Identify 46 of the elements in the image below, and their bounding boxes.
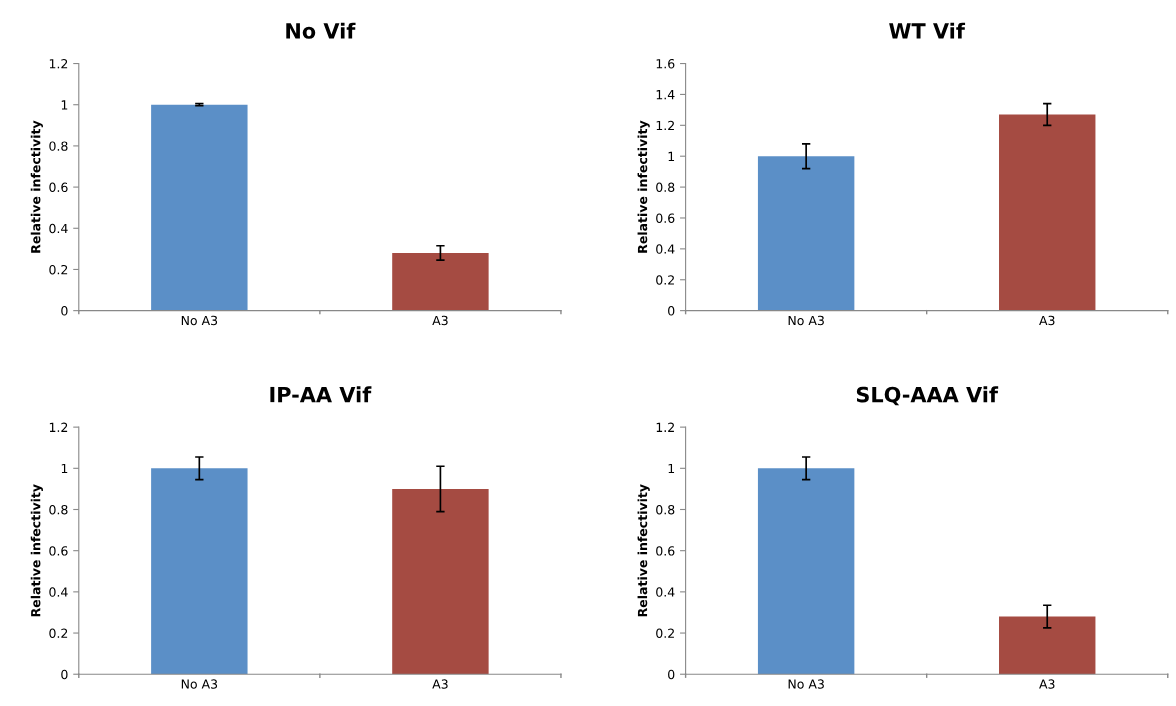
y-tick-label: 0.8	[656, 504, 675, 515]
y-tick-label: 1.2	[49, 422, 68, 432]
chart-title: WT Vif	[889, 22, 966, 39]
y-tick-label: 1.2	[656, 422, 674, 432]
chart-title: SLQ-AAA Vif	[856, 386, 999, 406]
y-tick-label: 0.6	[49, 546, 68, 556]
y-tick-label: 1	[668, 151, 675, 161]
y-tick-label: 0.6	[656, 213, 675, 223]
y-tick-label: 0	[668, 306, 675, 316]
y-tick-label: 0.6	[656, 546, 675, 556]
x-tick-label: A3	[1039, 679, 1055, 689]
x-tick-label: A3	[432, 315, 448, 326]
x-tick-label: A3	[432, 679, 448, 689]
chart-title: No Vif	[286, 22, 356, 39]
y-axis-title: Relative infectivity	[637, 484, 650, 617]
y-tick-label: 1	[668, 463, 675, 474]
x-tick-label: No A3	[788, 679, 824, 689]
y-tick-label: 0.8	[49, 141, 68, 151]
y-tick-label: 0.2	[656, 275, 674, 285]
y-tick-label: 0.8	[49, 504, 68, 515]
y-tick-label: 1.4	[656, 90, 675, 100]
y-tick-label: 1	[61, 463, 68, 474]
y-tick-label: 1.6	[656, 59, 675, 69]
y-tick-label: 0.4	[49, 587, 68, 597]
y-tick-label: 1.2	[656, 120, 674, 131]
x-tick-label: No A3	[181, 315, 218, 326]
y-tick-label: 0.4	[49, 223, 68, 234]
y-tick-label: 0.2	[49, 628, 68, 638]
chart-title: IP-AA Vif	[270, 386, 372, 403]
y-tick-label: 0	[61, 306, 68, 316]
y-tick-label: 0.2	[49, 264, 68, 275]
x-tick-label: No A3	[181, 679, 218, 689]
y-tick-label: 0.8	[656, 182, 675, 193]
y-tick-label: 1.2	[49, 59, 68, 69]
y-axis-title: Relative infectivity	[637, 120, 650, 253]
y-axis-title: Relative infectivity	[30, 484, 43, 617]
y-tick-label: 0.2	[656, 628, 674, 638]
x-tick-label: A3	[1039, 315, 1055, 326]
y-tick-label: 0	[61, 669, 68, 680]
y-tick-label: 0	[668, 669, 675, 680]
y-tick-label: 1	[61, 100, 68, 110]
y-tick-label: 0.4	[656, 587, 675, 597]
y-tick-label: 0.4	[656, 244, 675, 254]
x-tick-label: No A3	[788, 315, 824, 326]
y-axis-title: Relative infectivity	[30, 120, 43, 253]
y-tick-label: 0.6	[49, 182, 68, 193]
